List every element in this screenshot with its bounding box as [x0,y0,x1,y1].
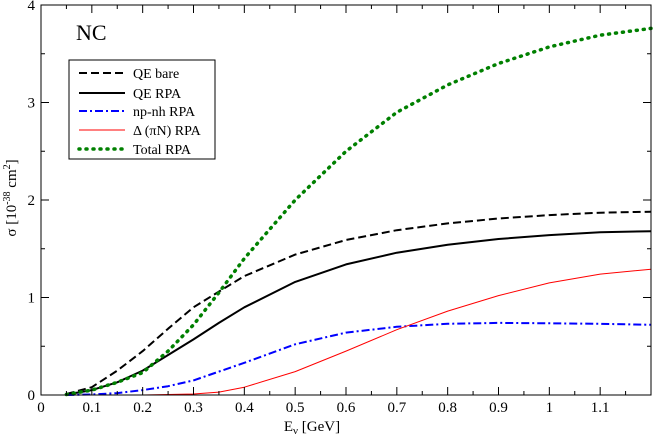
x-tick-label: 0.3 [184,400,203,416]
x-tick-label: 0.1 [82,400,101,416]
y-axis-label-mid: cm [4,169,20,191]
x-axis-label-sub: ν [293,425,298,436]
x-tick-label: 0.4 [235,400,254,416]
x-tick-label: 1 [546,400,554,416]
y-tick-label: 2 [28,193,36,209]
x-tick-label: 0.6 [337,400,356,416]
series-line-5 [64,26,653,397]
x-axis-label-main: E [284,419,293,435]
series-line-1 [66,210,652,395]
x-tick-label: 0 [37,400,45,416]
y-axis-label-end: ] [4,159,20,164]
y-tick-label: 3 [28,96,36,112]
y-axis-label-main: σ [10 [4,205,20,237]
legend-box [68,59,216,160]
y-axis-label: σ [10-38 cm2] [2,159,20,236]
legend-label-qe-bare: QE bare [133,67,179,82]
series-line-3 [66,321,652,396]
y-tick-label: 1 [28,291,36,307]
legend: QE bare QE RPA np-nh RPA Δ (πN) RPA Tota… [68,59,216,160]
y-tick-label: 0 [28,388,36,404]
legend-label-np-nh-rpa: np-nh RPA [133,105,196,120]
y-axis-ticks: 0 1 2 3 4 [28,0,651,404]
y-axis-label-exp1: -38 [2,191,13,204]
x-tick-label: 0.2 [133,400,152,416]
x-tick-label: 0.9 [489,400,508,416]
chart-title: NC [76,20,107,45]
legend-label-total-rpa: Total RPA [133,143,192,158]
legend-label-qe-rpa: QE RPA [133,87,182,102]
x-tick-label: 1.1 [591,400,610,416]
y-axis-label-exp2: 2 [2,164,13,169]
x-axis-label-unit: [GeV] [298,419,340,435]
x-tick-label: 0.5 [286,400,305,416]
x-axis-ticks: 0 0.1 0.2 0.3 0.4 0.5 0.6 0.7 0.8 0.9 1 1.1 [37,5,627,416]
y-tick-label: 4 [28,0,36,14]
series-line-2 [66,230,652,396]
x-axis-label: Eν [GeV] [284,419,340,436]
x-tick-label: 0.7 [387,400,406,416]
legend-label-delta-rpa: Δ (πN) RPA [133,124,202,139]
x-tick-label: 0.8 [438,400,457,416]
